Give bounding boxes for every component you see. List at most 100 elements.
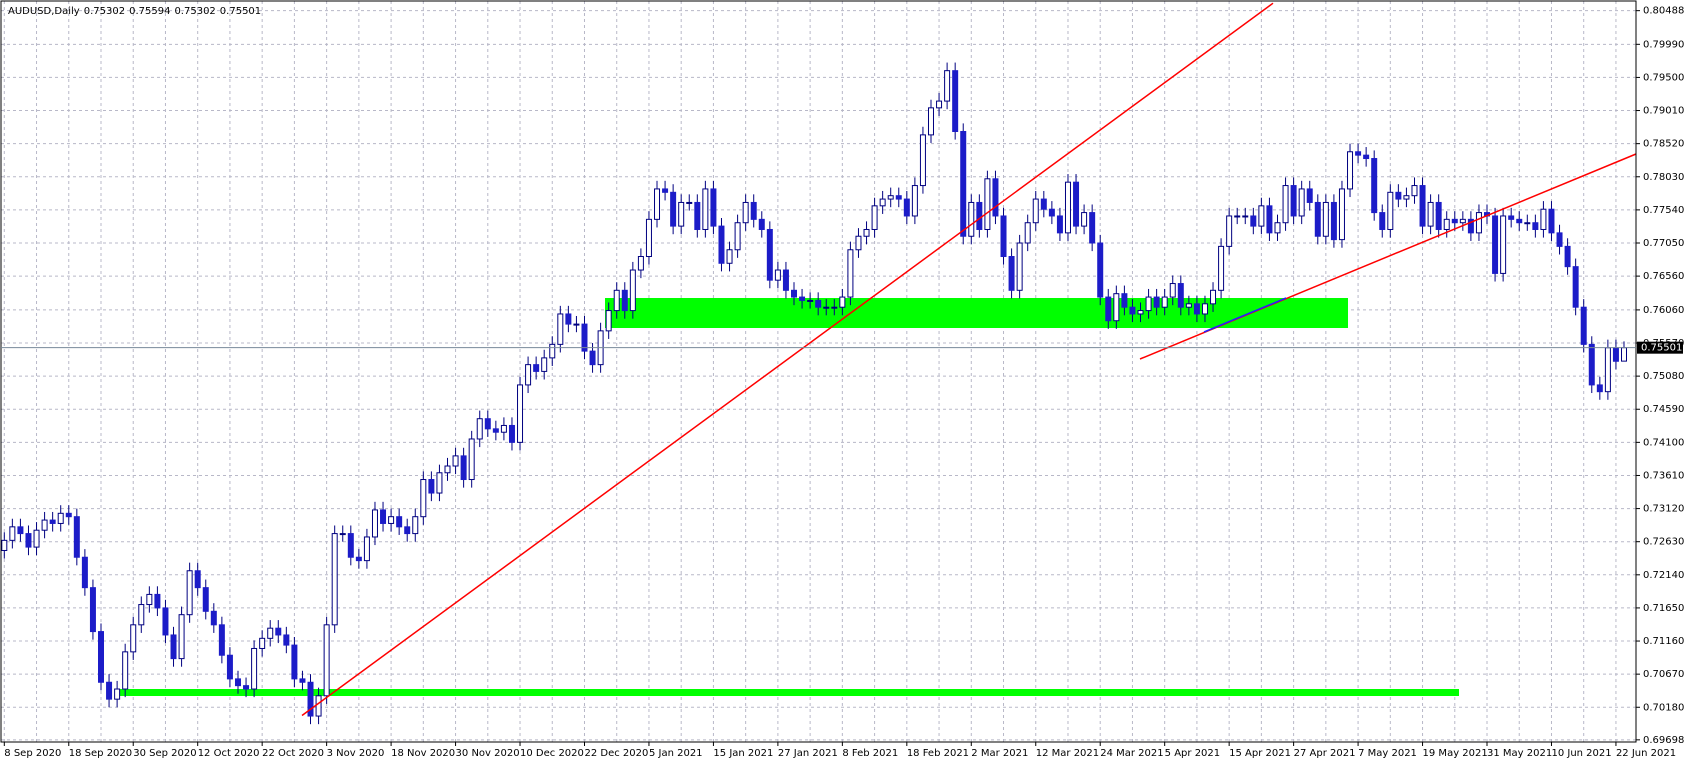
candle-body <box>130 624 137 653</box>
candle-body <box>1210 289 1217 305</box>
candle-body <box>1395 191 1402 200</box>
candle-body <box>984 178 991 230</box>
trend-line-segment <box>1203 297 1287 333</box>
candle-body <box>742 201 749 224</box>
candle-body <box>1137 310 1144 315</box>
candle-body <box>1443 218 1450 230</box>
candle-body <box>1266 205 1273 234</box>
candle-body <box>138 604 145 626</box>
candle-body <box>1274 222 1281 234</box>
candle-body <box>1258 205 1265 227</box>
x-tick-label: 18 Sep 2020 <box>69 748 132 759</box>
candle-body <box>517 384 524 443</box>
x-tick-label: 19 May 2021 <box>1423 748 1488 759</box>
x-tick-label: 27 Apr 2021 <box>1294 748 1356 759</box>
candle-body <box>307 681 314 717</box>
y-tick-label: 0.78520 <box>1643 139 1684 150</box>
candle-body <box>65 512 72 518</box>
candle-body <box>89 587 96 633</box>
candle-body <box>589 350 596 366</box>
x-tick-label: 8 Feb 2021 <box>842 748 898 759</box>
candle-body <box>1604 347 1611 393</box>
candle-body <box>1145 296 1152 312</box>
candle-body <box>1201 303 1208 315</box>
candle-body <box>1040 198 1047 210</box>
x-tick-label: 2 Mar 2021 <box>971 748 1028 759</box>
candle-body <box>355 556 362 562</box>
candle-body <box>936 100 943 109</box>
y-tick-label: 0.75080 <box>1643 371 1684 382</box>
candle-body <box>1580 306 1587 345</box>
header-high: 0.75594 <box>129 6 170 17</box>
x-tick-label: 31 May 2021 <box>1487 748 1552 759</box>
candle-body <box>670 191 677 227</box>
candle-body <box>815 299 822 308</box>
candle-body <box>98 631 104 683</box>
y-tick-label: 0.79990 <box>1643 39 1684 50</box>
y-tick-label: 0.78030 <box>1643 172 1684 183</box>
candle-body <box>428 479 435 494</box>
candle-body <box>839 296 846 308</box>
candle-body <box>452 455 459 467</box>
candle-body <box>581 323 588 352</box>
candle-body <box>1218 245 1225 291</box>
candle-body <box>782 269 789 291</box>
candle-body <box>678 201 685 227</box>
candle-body <box>807 299 814 302</box>
x-tick-label: 22 Jun 2021 <box>1616 748 1676 759</box>
candle-body <box>1572 266 1579 308</box>
candle-body <box>629 269 636 312</box>
y-tick-label: 0.71650 <box>1643 603 1684 614</box>
candle-body <box>323 624 330 697</box>
y-tick-label: 0.79010 <box>1643 106 1684 117</box>
candle-body <box>420 479 427 518</box>
candle-body <box>170 634 177 660</box>
candle-body <box>1056 215 1063 234</box>
candle-body <box>436 472 443 494</box>
candle-body <box>565 313 572 325</box>
candle-body <box>388 516 395 524</box>
candle-body <box>508 424 515 443</box>
support-zone <box>118 689 1459 696</box>
candle-body <box>186 570 193 616</box>
candle-body <box>1419 185 1426 227</box>
candle-body <box>831 306 838 309</box>
candle-body <box>847 249 854 298</box>
candle-body <box>895 195 902 200</box>
candle-body <box>114 688 121 700</box>
candle-body <box>1403 195 1410 200</box>
candle-body <box>911 185 918 217</box>
candle-body <box>25 533 32 548</box>
price-label-box <box>1637 341 1683 354</box>
candle-body <box>1169 283 1176 298</box>
candle-body <box>1048 208 1055 217</box>
candle-body <box>903 198 910 217</box>
candle-body <box>41 519 48 531</box>
candle-body <box>218 624 225 656</box>
candle-body <box>766 228 773 281</box>
price-label: 0.75501 <box>1641 343 1682 354</box>
candle-body <box>662 188 669 193</box>
candle-body <box>1226 215 1233 247</box>
y-tick-label: 0.74590 <box>1643 404 1684 415</box>
candle-body <box>275 627 282 636</box>
candle-body <box>1008 256 1015 291</box>
candle-body <box>871 205 878 230</box>
x-tick-label: 18 Feb 2021 <box>907 748 969 759</box>
candle-body <box>1516 218 1523 224</box>
y-tick-label: 0.71160 <box>1643 636 1684 647</box>
candle-body <box>960 130 967 237</box>
x-tick-label: 12 Oct 2020 <box>198 748 260 759</box>
y-tick-label: 0.73610 <box>1643 470 1684 481</box>
candle-body <box>1330 201 1337 241</box>
candle-body <box>726 249 733 264</box>
candle-body <box>637 256 644 271</box>
header-low: 0.75302 <box>174 6 215 17</box>
candle-body <box>1427 201 1434 227</box>
candle-body <box>1451 218 1458 224</box>
candle-body <box>1411 185 1418 197</box>
candle-body <box>1185 303 1192 308</box>
candle-body <box>750 201 757 220</box>
candle-body <box>525 364 532 386</box>
